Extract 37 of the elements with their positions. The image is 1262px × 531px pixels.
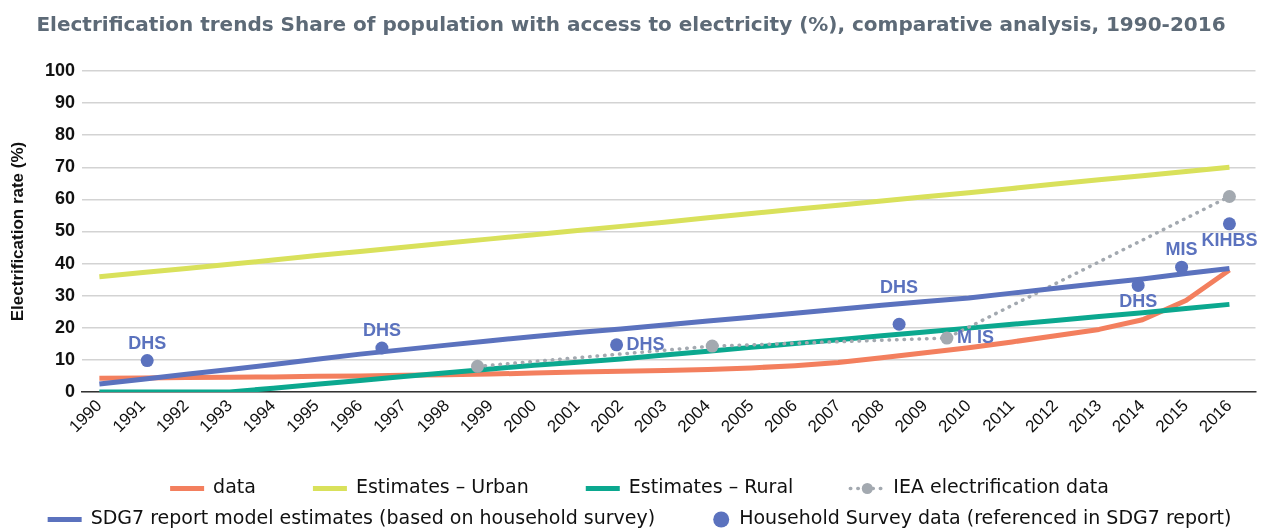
legend-label: Estimates – Urban bbox=[355, 475, 529, 498]
annotation: M IS bbox=[956, 327, 994, 348]
y-tick-label: 70 bbox=[54, 156, 75, 177]
chart-title: Electrification trends Share of population with access to electricity (%), comparative analysis, 1990-2016 bbox=[36, 12, 1226, 37]
legend-label: data bbox=[213, 475, 256, 498]
point bbox=[471, 359, 485, 373]
y-tick-label: 50 bbox=[54, 220, 75, 241]
y-tick-label: 60 bbox=[54, 188, 75, 209]
point bbox=[375, 341, 389, 355]
point bbox=[1175, 260, 1189, 274]
data-label: MIS bbox=[1165, 239, 1198, 260]
data-label: DHS bbox=[1119, 291, 1158, 312]
data-label: DHS bbox=[880, 277, 919, 298]
point bbox=[140, 354, 154, 368]
y-axis-title: Electrification rate (%) bbox=[7, 141, 27, 322]
legend-label: Household Survey data (referenced in SDG7 report) bbox=[739, 506, 1232, 529]
point bbox=[940, 331, 954, 345]
y-tick-label: 20 bbox=[54, 316, 75, 337]
point bbox=[1222, 190, 1236, 204]
point bbox=[892, 317, 906, 331]
y-tick-label: 10 bbox=[54, 348, 75, 369]
point bbox=[1222, 217, 1236, 231]
y-tick-label: 100 bbox=[44, 59, 75, 80]
data-label: DHS bbox=[626, 333, 665, 354]
y-tick-label: 0 bbox=[64, 380, 75, 401]
y-tick-label: 80 bbox=[54, 124, 75, 145]
data-label: DHS bbox=[362, 319, 401, 340]
legend-label: SDG7 report model estimates (based on household survey) bbox=[90, 506, 656, 529]
point bbox=[610, 338, 624, 352]
legend-label: IEA electrification data bbox=[893, 475, 1109, 498]
legend-label: Estimates – Rural bbox=[628, 475, 794, 498]
y-tick-label: 40 bbox=[54, 252, 75, 273]
data-label: KIHBS bbox=[1201, 229, 1258, 250]
y-tick-label: 30 bbox=[54, 284, 75, 305]
y-tick-label: 90 bbox=[54, 92, 75, 113]
point bbox=[705, 339, 719, 353]
data-label: DHS bbox=[128, 332, 167, 353]
